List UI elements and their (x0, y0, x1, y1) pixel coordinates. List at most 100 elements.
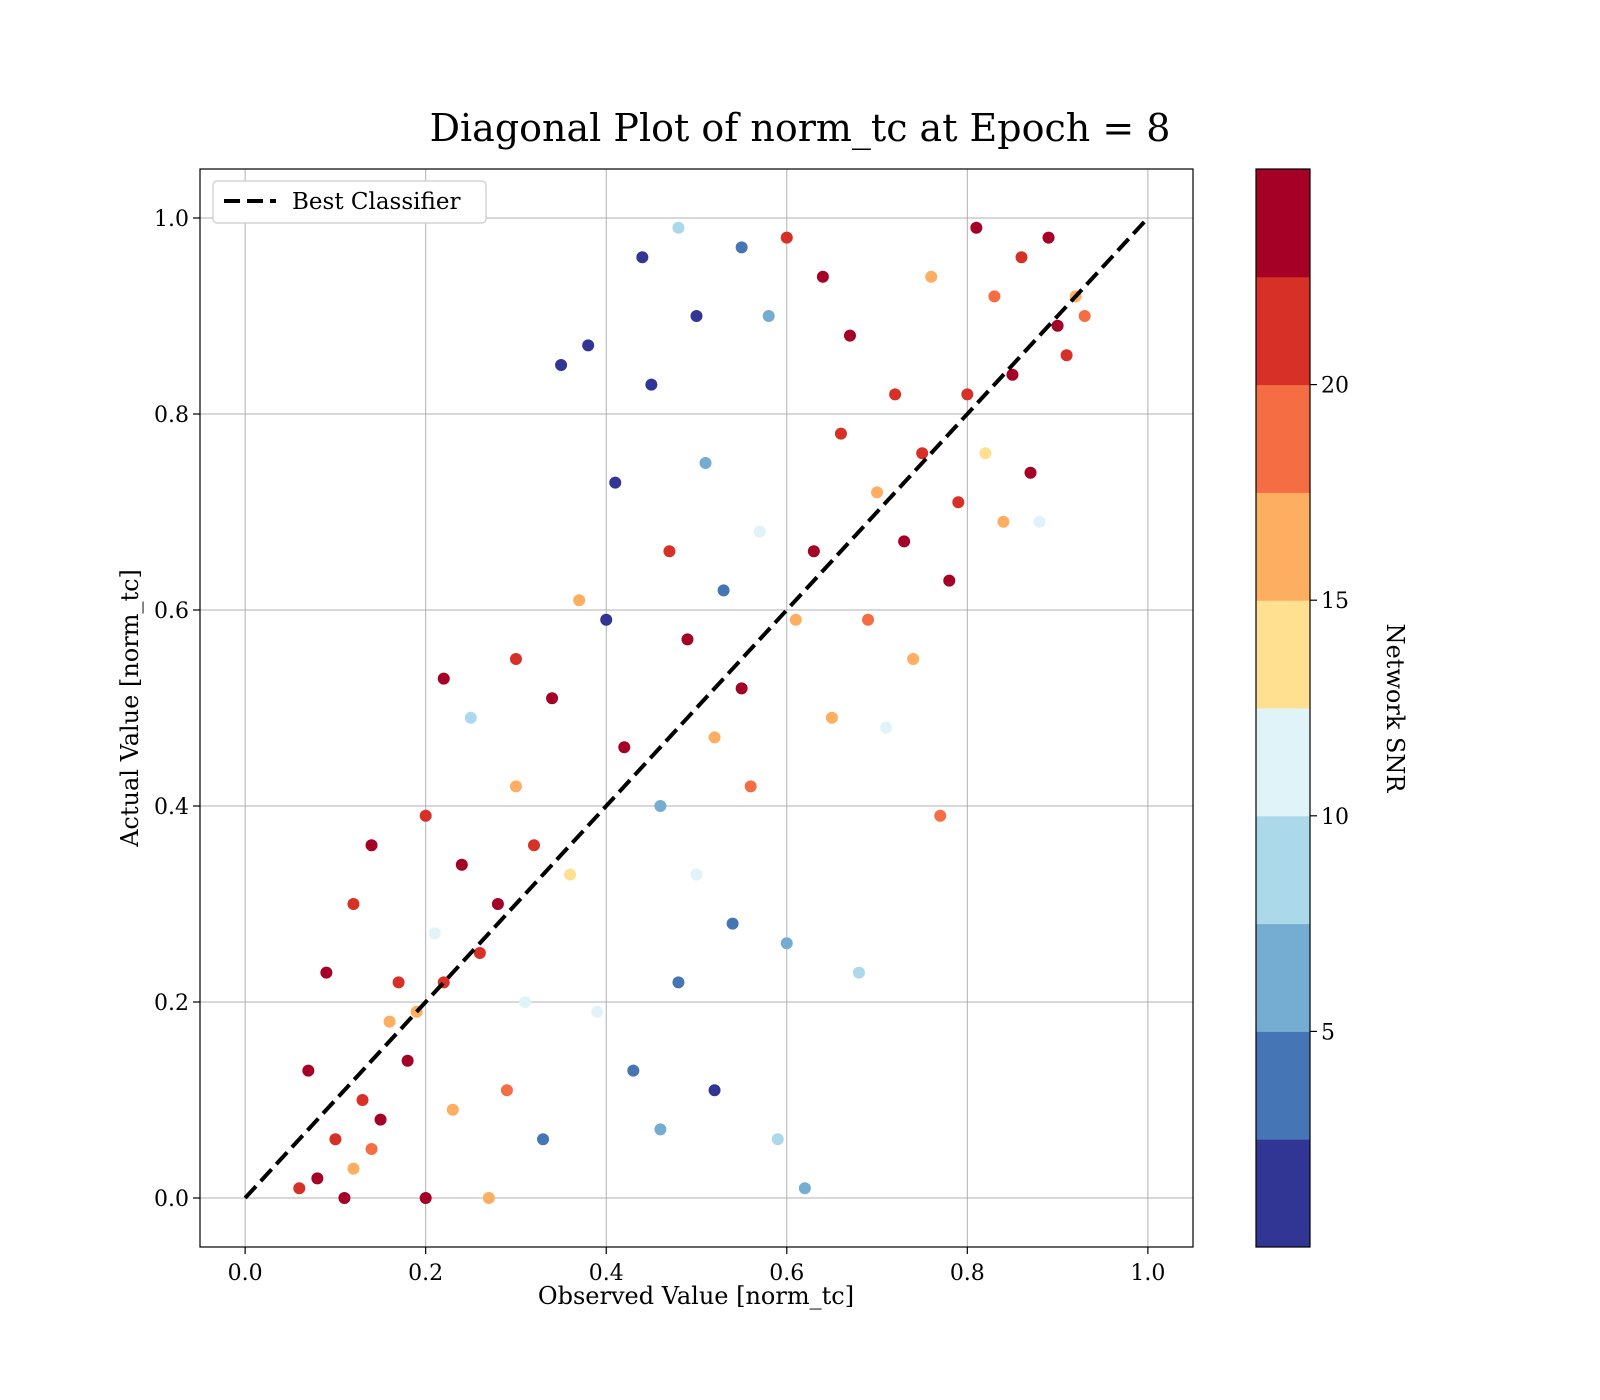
scatter-point (365, 839, 378, 852)
scatter-point (609, 476, 622, 489)
scatter-point (798, 1182, 811, 1195)
scatter-point (735, 682, 748, 695)
scatter-point (491, 898, 504, 910)
scatter-point (329, 1133, 342, 1146)
scatter-point (708, 1084, 721, 1097)
scatter-point (690, 868, 703, 881)
colorbar-band (1256, 923, 1310, 1032)
scatter-point (672, 221, 685, 234)
scatter-point (762, 310, 775, 322)
scatter-point (419, 809, 432, 822)
scatter-point (618, 741, 631, 754)
scatter-point (1060, 349, 1073, 362)
colorbar-band (1256, 815, 1310, 925)
scatter-point (338, 1192, 351, 1204)
scatter-point (518, 996, 531, 1008)
scatter-point (455, 858, 468, 871)
scatter-point (753, 525, 766, 538)
scatter-point (365, 1143, 378, 1155)
scatter-point (925, 270, 938, 283)
scatter-point (852, 966, 865, 979)
scatter-point (997, 515, 1010, 528)
scatter-point (880, 721, 893, 734)
best-classifier-line (243, 216, 1150, 1200)
scatter-point (347, 898, 360, 910)
scatter-point (482, 1192, 495, 1204)
colorbar-frame (1255, 168, 1311, 1248)
colorbar-band (1256, 1031, 1310, 1140)
scatter-point (1033, 515, 1046, 528)
scatter-point (916, 447, 929, 460)
scatter-point (654, 800, 667, 812)
scatter-point (428, 927, 441, 940)
scatter-point (500, 1084, 513, 1097)
scatter-point (735, 241, 748, 254)
scatter-point (446, 1103, 459, 1116)
scatter-point (862, 613, 875, 626)
scatter-point (1024, 466, 1037, 479)
y-tick-label: 0.8 (154, 403, 189, 428)
scatter-point (717, 584, 730, 597)
scatter-point (690, 310, 703, 322)
x-tick-label: 0.2 (408, 1261, 443, 1286)
scatter-point (726, 917, 739, 930)
colorbar-tick-label: 20 (1321, 374, 1349, 399)
scatter-point (789, 613, 802, 626)
scatter-point (708, 731, 721, 744)
scatter-point (970, 221, 983, 234)
scatter-point (555, 359, 568, 371)
scatter-point (934, 809, 947, 822)
scatter-point (834, 427, 847, 440)
scatter-point (645, 378, 658, 391)
scatter-point (681, 633, 694, 646)
x-tick-label: 1.0 (1130, 1261, 1165, 1286)
scatter-point (699, 457, 712, 469)
colorbar-tick-label: 10 (1321, 805, 1349, 830)
scatter-point (374, 1113, 387, 1126)
y-axis-ticks: 0.0 0.2 0.4 0.6 0.8 1.0 (154, 207, 200, 1212)
scatter-point (392, 976, 405, 989)
scatter-point (627, 1064, 640, 1077)
scatter-point (952, 496, 965, 509)
scatter-point (654, 1123, 667, 1136)
colorbar-band (1256, 708, 1310, 817)
y-tick-label: 0.2 (154, 991, 189, 1016)
y-tick-label: 1.0 (154, 207, 189, 232)
y-tick-label: 0.4 (154, 795, 189, 820)
y-tick-label: 0.0 (154, 1187, 189, 1212)
scatter-point (898, 535, 911, 548)
scatter-point (988, 290, 1001, 303)
plot-frame (199, 168, 1194, 1248)
scatter-point (780, 231, 793, 244)
legend-box (212, 180, 487, 224)
scatter-point (636, 251, 649, 264)
x-tick-label: 0.4 (589, 1261, 624, 1286)
scatter-point (825, 711, 838, 724)
x-axis-label: Observed Value [norm_tc] (538, 1282, 854, 1310)
scatter-point (509, 653, 522, 665)
scatter-point (383, 1015, 396, 1028)
scatter-point (744, 780, 757, 793)
colorbar-bands (1256, 169, 1310, 1248)
scatter-point (537, 1133, 550, 1146)
colorbar-band (1256, 384, 1310, 493)
colorbar: 5 10 15 20 Network SNR (1255, 168, 1409, 1248)
scatter-point (293, 1182, 306, 1195)
scatter-point (356, 1094, 369, 1106)
scatter-point (509, 780, 522, 793)
scatter-point (1015, 251, 1028, 264)
grid (200, 169, 1193, 1247)
scatter-point (591, 1005, 604, 1018)
scatter-point (564, 868, 577, 881)
scatter-point (473, 947, 486, 959)
scatter-point (663, 545, 676, 558)
scatter-point (871, 486, 884, 499)
colorbar-band (1256, 1139, 1310, 1248)
colorbar-label: Network SNR (1381, 624, 1409, 794)
scatter-point (979, 447, 992, 460)
scatter-point (464, 711, 477, 724)
scatter-point (1042, 231, 1055, 244)
scatter-point (546, 692, 559, 705)
scatter-point (302, 1064, 315, 1077)
colorbar-band (1256, 169, 1310, 278)
